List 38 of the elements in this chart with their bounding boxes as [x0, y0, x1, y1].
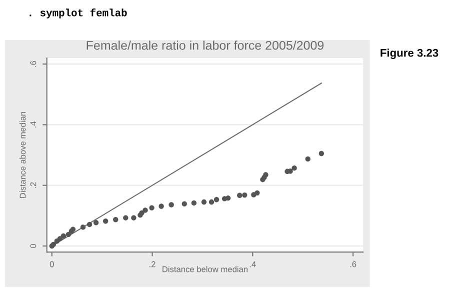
point [318, 150, 324, 156]
y-tick-label: .4 [30, 121, 36, 128]
point [201, 199, 207, 205]
text: . symplot femlab [30, 8, 127, 18]
point [80, 224, 86, 230]
point [292, 165, 297, 171]
point [149, 205, 154, 210]
y-tick-label: .6 [30, 60, 36, 67]
point [305, 156, 310, 162]
caption: Figure 3.23 [380, 48, 438, 60]
point [168, 202, 174, 208]
point [131, 215, 136, 220]
point [66, 232, 72, 238]
y-tick-label: 0 [30, 244, 36, 248]
point [191, 200, 197, 206]
point [182, 201, 187, 206]
chart-title: Female/male ratio in labor force 2005/2009 [86, 40, 324, 50]
point [158, 204, 164, 209]
point [123, 215, 128, 220]
point [113, 217, 118, 222]
point [254, 190, 260, 196]
point [208, 199, 214, 205]
point [214, 197, 220, 202]
x-tick-label: 0 [50, 261, 54, 268]
point [263, 172, 268, 178]
y-axis-title: Distance above median [20, 112, 26, 198]
point [237, 192, 242, 198]
point [102, 218, 108, 224]
point [93, 220, 99, 226]
x-tick-label: .6 [350, 261, 356, 268]
point [60, 233, 66, 239]
y-tick-label: .2 [30, 182, 36, 188]
point [242, 192, 248, 198]
x-tick-label: .2 [150, 261, 156, 268]
x-tick-label: .4 [250, 261, 256, 268]
x-axis-title: Distance below median [162, 266, 248, 272]
point [86, 222, 92, 228]
point [142, 208, 148, 213]
